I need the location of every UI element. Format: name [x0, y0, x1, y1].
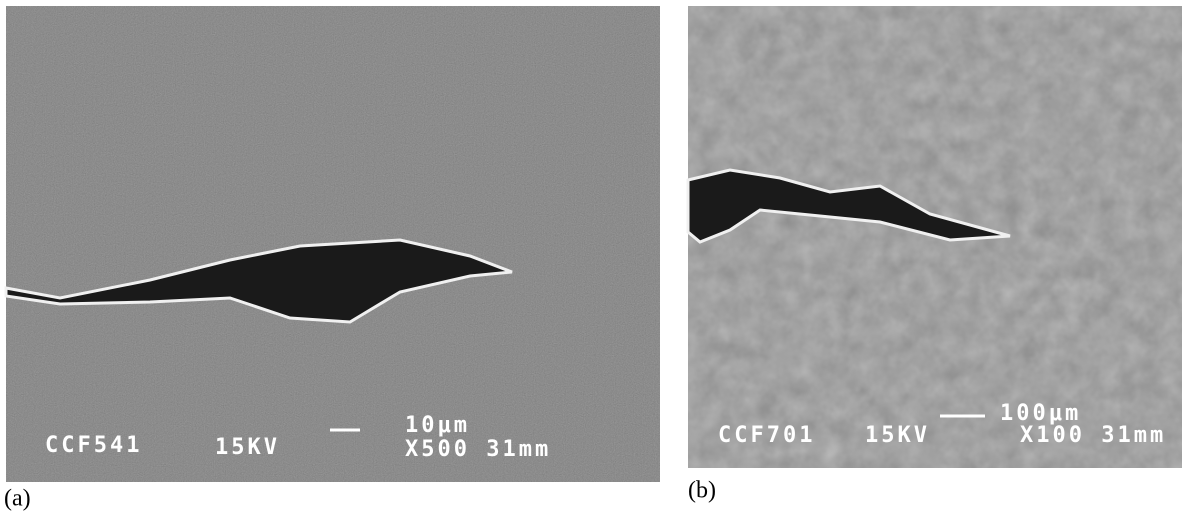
voltage-label: 15KV	[865, 423, 930, 448]
caption: (a)	[4, 486, 31, 512]
figure: 10μm CCF541 15KV X500 31mm (a) 100μm CCF…	[0, 0, 1189, 516]
voltage-label: 15KV	[215, 435, 280, 460]
magnification-label: X100 31mm	[1020, 423, 1166, 448]
specimen-label: CCF541	[45, 433, 142, 458]
scale-label: 10μm	[405, 413, 470, 438]
magnification-label: X500 31mm	[405, 437, 551, 462]
caption: (b)	[688, 478, 716, 504]
micrograph-a: 10μm CCF541 15KV X500 31mm	[6, 6, 660, 482]
micrograph-b: 100μm CCF701 15KV X100 31mm	[688, 6, 1182, 468]
specimen-label: CCF701	[718, 423, 815, 448]
